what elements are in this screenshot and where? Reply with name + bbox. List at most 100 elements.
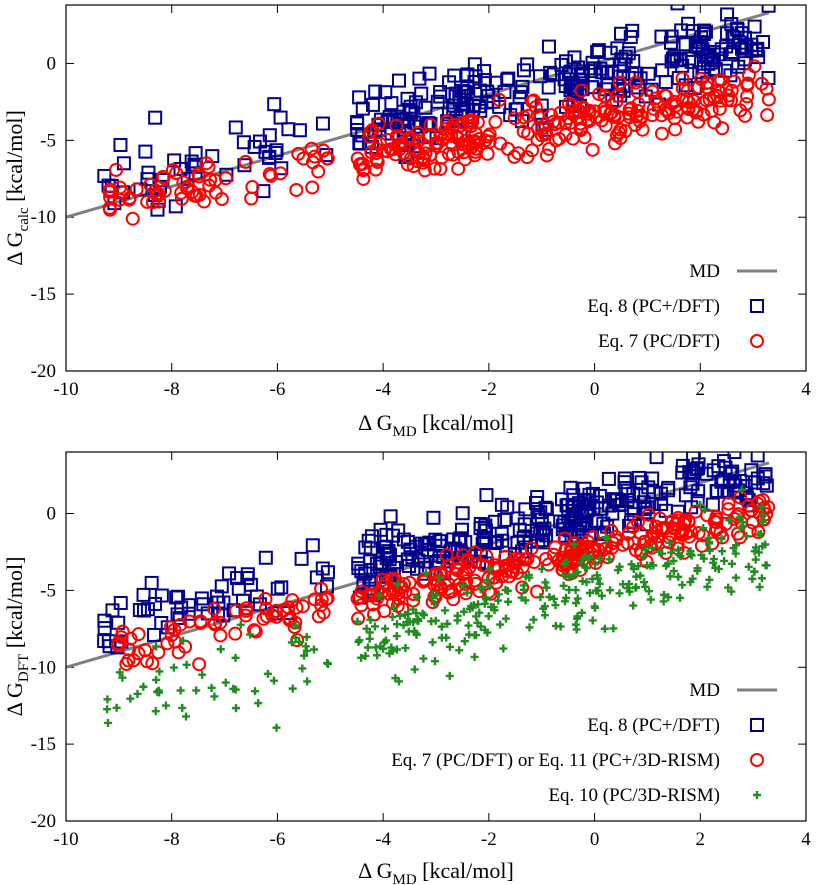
data-point	[711, 563, 720, 572]
data-point	[705, 575, 714, 584]
data-point	[222, 566, 237, 581]
data-point	[585, 588, 594, 597]
data-point	[539, 604, 548, 613]
data-point	[634, 562, 643, 571]
data-point	[524, 541, 539, 556]
data-point	[678, 37, 693, 52]
data-point	[440, 606, 449, 615]
x-tick-label: -4	[375, 379, 391, 400]
data-point	[154, 588, 169, 603]
data-point	[565, 573, 574, 582]
data-point	[554, 57, 569, 72]
data-point	[695, 95, 710, 110]
data-point	[727, 587, 736, 596]
data-point	[681, 16, 696, 31]
data-point	[437, 633, 446, 642]
data-point	[102, 200, 117, 215]
data-point	[123, 631, 138, 646]
y-tick-label: -10	[31, 657, 56, 678]
data-point	[174, 191, 189, 206]
data-point	[441, 146, 456, 161]
data-point	[144, 575, 159, 590]
data-point	[709, 522, 724, 537]
data-point	[447, 571, 462, 586]
data-point	[246, 630, 255, 639]
data-point	[316, 143, 331, 158]
data-point	[356, 575, 371, 590]
data-point	[676, 593, 685, 602]
data-point	[601, 533, 610, 542]
data-point	[506, 553, 521, 568]
data-point	[298, 664, 307, 673]
data-point	[131, 627, 146, 642]
data-point	[314, 581, 329, 596]
data-point	[585, 142, 600, 157]
data-point	[139, 682, 148, 691]
data-point	[572, 599, 581, 608]
data-point	[138, 144, 153, 159]
data-point	[556, 622, 565, 631]
data-point	[480, 84, 495, 99]
data-point	[274, 580, 289, 595]
data-point	[118, 673, 127, 682]
data-point	[761, 561, 770, 570]
data-point	[214, 579, 229, 594]
data-point	[488, 114, 503, 129]
data-point	[699, 524, 708, 533]
data-point	[155, 169, 170, 184]
data-point	[437, 622, 446, 631]
data-point	[350, 122, 365, 137]
data-point	[192, 686, 201, 695]
data-point	[462, 135, 477, 150]
data-point	[207, 683, 216, 692]
y-tick-label: -5	[40, 130, 56, 151]
data-point	[228, 120, 243, 135]
data-point	[173, 161, 188, 176]
data-point	[419, 654, 428, 663]
data-point	[283, 611, 298, 626]
data-point	[403, 542, 418, 557]
data-point	[678, 488, 693, 503]
data-point	[393, 620, 402, 629]
data-point	[588, 110, 603, 125]
data-point	[103, 705, 112, 714]
data-point	[530, 121, 545, 136]
data-point	[683, 480, 698, 495]
data-point	[582, 496, 597, 511]
data-point	[164, 628, 179, 643]
data-point	[663, 35, 678, 50]
data-point	[645, 108, 660, 123]
data-point	[693, 566, 702, 575]
plot-area	[66, 5, 776, 226]
data-point	[560, 560, 569, 569]
data-point	[460, 68, 475, 83]
data-point	[640, 578, 649, 587]
data-point	[152, 642, 161, 651]
data-point	[520, 150, 535, 165]
data-point	[288, 684, 297, 693]
data-point	[705, 497, 720, 512]
data-point	[563, 480, 578, 495]
data-point	[510, 511, 525, 526]
data-point	[747, 59, 762, 74]
data-point	[412, 630, 421, 639]
data-point	[632, 583, 641, 592]
data-point	[192, 657, 207, 672]
data-point	[732, 541, 741, 550]
data-point	[481, 593, 490, 602]
data-point	[155, 667, 164, 676]
data-point	[467, 57, 482, 72]
data-point	[681, 100, 696, 115]
data-point	[386, 583, 401, 598]
data-point	[634, 475, 649, 490]
data-point	[720, 7, 735, 22]
legend-label: MD	[689, 261, 720, 282]
plot-area	[66, 452, 776, 732]
legend-label: MD	[689, 680, 720, 701]
data-point	[466, 99, 481, 114]
data-point	[264, 168, 279, 183]
data-point	[415, 155, 430, 170]
data-point	[743, 452, 758, 453]
